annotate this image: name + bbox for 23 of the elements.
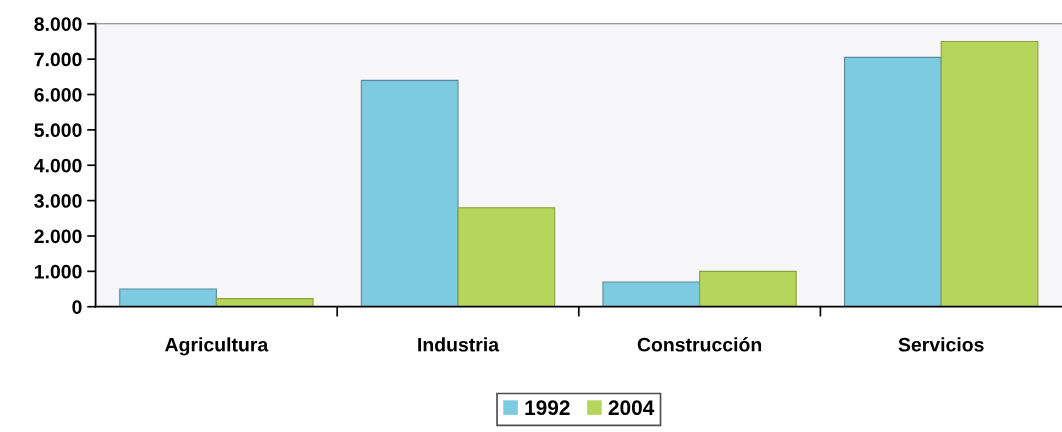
y-tick-label: 6.000: [34, 87, 82, 102]
x-tick-label: Industria: [418, 337, 500, 352]
x-tick-label: Agricultura: [165, 337, 269, 356]
y-tick-label: 1.000: [34, 264, 82, 279]
y-tick-label: 7.000: [34, 52, 82, 67]
legend-label: 1992: [525, 400, 570, 416]
legend-label: 2004: [608, 400, 655, 416]
bar: [699, 270, 797, 307]
bar: [602, 281, 701, 307]
bar: [119, 288, 217, 307]
x-tick-label: Construcción: [637, 337, 762, 352]
y-tick-label: 0: [72, 300, 82, 314]
bar: [457, 207, 556, 307]
x-tick-label: Servicios: [898, 337, 984, 352]
bar: [844, 56, 942, 307]
bar: [215, 298, 314, 307]
y-tick-label: 3.000: [34, 194, 82, 208]
y-tick-label: 5.000: [34, 123, 82, 138]
y-tick-label: 4.000: [34, 158, 82, 173]
bar: [940, 40, 1039, 307]
y-tick-label: 8.000: [34, 17, 82, 31]
bar: [360, 79, 459, 307]
y-tick-label: 2.000: [34, 229, 82, 244]
